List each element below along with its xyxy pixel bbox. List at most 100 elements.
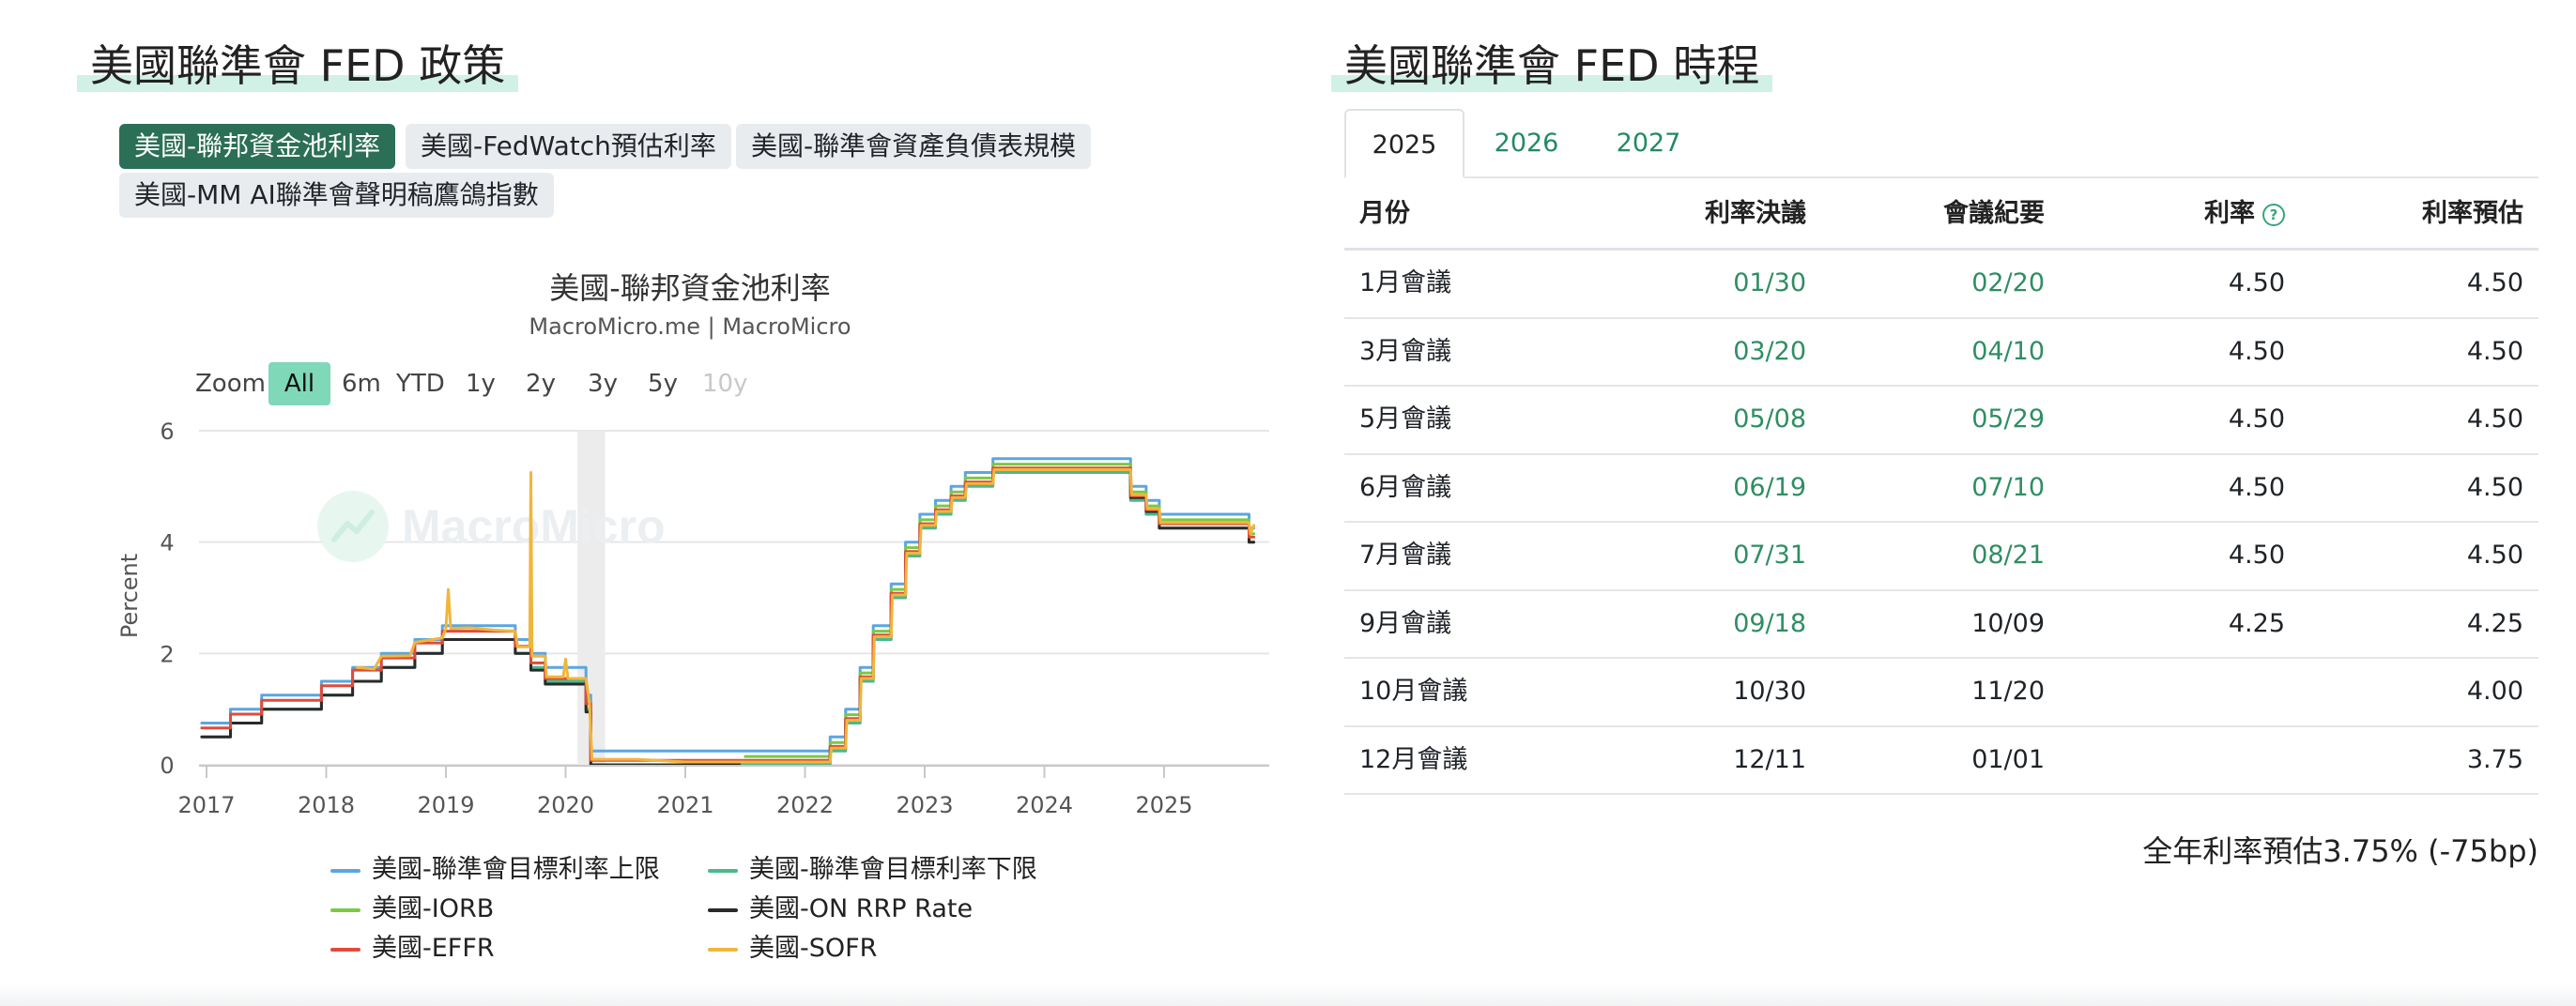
forecast-cell: 4.50 — [2466, 541, 2523, 571]
col-header-minutes: 會議紀要 — [1943, 199, 2045, 228]
zoom-all-button[interactable]: All — [268, 362, 330, 405]
fed-policy-title: 美國聯準會 FED 政策 — [77, 38, 519, 94]
fed-policy-title-text: 美國聯準會 FED 政策 — [90, 40, 506, 91]
chip-fedwatch[interactable]: 美國-FedWatch預估利率 — [406, 124, 731, 169]
minutes-date-link: 11/20 — [1971, 677, 2045, 707]
legend-label: 美國-EFFR — [372, 934, 495, 963]
decision-date-link[interactable]: 05/08 — [1733, 404, 1806, 434]
row-divider — [1344, 657, 2538, 659]
fed-schedule-title: 美國聯準會 FED 時程 — [1331, 38, 1773, 94]
minutes-date-link[interactable]: 05/29 — [1971, 404, 2045, 434]
minutes-date-link[interactable]: 04/10 — [1971, 336, 2045, 366]
forecast-cell: 4.50 — [2466, 268, 2523, 298]
zoom-6m-button[interactable]: 6m — [342, 370, 381, 398]
fed-funds-line-chart[interactable]: MacroMicro 0 2 4 6 Percent 2017 2018 2019 2020 20… — [0, 0, 1314, 845]
rate-cell: 4.50 — [2228, 404, 2285, 434]
row-divider — [1344, 316, 2538, 319]
chip-hawk-dove-index[interactable]: 美國-MM AI聯準會聲明稿鷹鴿指數 — [119, 173, 554, 218]
month-cell: 10月會議 — [1359, 677, 1468, 707]
y-axis-label: Percent — [116, 554, 143, 638]
col-header-rate: 利率? — [2204, 197, 2285, 231]
tab-2025[interactable]: 2025 — [1344, 109, 1464, 178]
chart-subtitle: MacroMicro.me | MacroMicro — [529, 313, 851, 340]
minutes-date-link[interactable]: 02/20 — [1971, 268, 2045, 298]
zoom-1y-button[interactable]: 1y — [466, 370, 496, 398]
x-tick-label: 2018 — [298, 792, 355, 818]
zoom-5y-button[interactable]: 5y — [648, 370, 678, 398]
y-tick-label: 0 — [160, 753, 174, 779]
minutes-date-link: 10/09 — [1971, 608, 2045, 638]
legend-label: 美國-ON RRP Rate — [749, 894, 974, 923]
legend-swatch — [330, 869, 360, 873]
minutes-date-link[interactable]: 08/21 — [1971, 541, 2045, 571]
y-tick-label: 2 — [160, 641, 174, 667]
zoom-label: Zoom — [195, 370, 266, 398]
col-header-decision: 利率決議 — [1705, 199, 1806, 228]
tabs-baseline — [1344, 176, 2538, 178]
forecast-cell: 4.50 — [2466, 404, 2523, 434]
row-divider — [1344, 724, 2538, 727]
x-tick-label: 2025 — [1135, 792, 1192, 818]
row-divider — [1344, 793, 2538, 795]
rate-cell: 4.50 — [2228, 268, 2285, 298]
chart-grid — [199, 430, 1269, 766]
forecast-cell: 4.50 — [2466, 472, 2523, 502]
month-cell: 1月會議 — [1359, 268, 1452, 298]
zoom-3y-button[interactable]: 3y — [588, 370, 618, 398]
x-tick-label: 2024 — [1016, 792, 1073, 818]
legend-label: 美國-聯準會目標利率下限 — [749, 855, 1037, 884]
legend-swatch — [708, 869, 738, 873]
month-cell: 5月會議 — [1359, 404, 1452, 434]
forecast-cell: 4.00 — [2466, 677, 2523, 707]
col-header-forecast: 利率預估 — [2422, 199, 2523, 228]
page-bottom-edge — [0, 983, 2576, 1006]
x-tick-label: 2023 — [896, 792, 953, 818]
decision-date-link[interactable]: 06/19 — [1733, 472, 1806, 502]
forecast-cell: 4.50 — [2466, 336, 2523, 366]
tab-2026[interactable]: 2026 — [1494, 129, 1559, 158]
minutes-date-link: 01/01 — [1971, 744, 2045, 774]
rate-cell: 4.50 — [2228, 336, 2285, 366]
row-divider — [1344, 588, 2538, 591]
decision-date-link[interactable]: 07/31 — [1733, 541, 1806, 571]
zoom-2y-button[interactable]: 2y — [526, 370, 556, 398]
chart-series — [200, 457, 1256, 767]
decision-date-link[interactable]: 01/30 — [1733, 268, 1806, 298]
chip-balance-sheet[interactable]: 美國-聯準會資產負債表規模 — [736, 124, 1092, 169]
decision-date-link: 12/11 — [1733, 744, 1806, 774]
rate-cell: 4.50 — [2228, 541, 2285, 571]
month-cell: 9月會議 — [1359, 608, 1452, 638]
chart-axes: 0 2 4 6 Percent 2017 2018 2019 2020 2021 2022 2023 2… — [116, 419, 1269, 818]
y-tick-label: 4 — [160, 530, 174, 556]
row-divider — [1344, 521, 2538, 523]
row-divider — [1344, 452, 2538, 455]
legend-swatch — [708, 908, 738, 912]
tab-2027[interactable]: 2027 — [1616, 129, 1681, 158]
legend-swatch — [330, 908, 360, 912]
rate-cell: 4.25 — [2228, 608, 2285, 638]
month-cell: 6月會議 — [1359, 472, 1452, 502]
forecast-cell: 3.75 — [2466, 744, 2523, 774]
x-tick-label: 2022 — [776, 792, 834, 818]
month-cell: 12月會議 — [1359, 744, 1468, 774]
decision-date-link[interactable]: 03/20 — [1733, 336, 1806, 366]
decision-date-link: 10/30 — [1733, 677, 1806, 707]
y-tick-label: 6 — [160, 419, 174, 445]
legend-label: 美國-SOFR — [749, 934, 878, 963]
zoom-ytd-button[interactable]: YTD — [396, 370, 445, 398]
chart-title: 美國-聯邦資金池利率 — [549, 270, 831, 306]
watermark-text: MacroMicro — [402, 500, 666, 553]
decision-date-link[interactable]: 09/18 — [1733, 608, 1806, 638]
x-tick-label: 2020 — [537, 792, 594, 818]
chip-fed-funds-rate[interactable]: 美國-聯邦資金池利率 — [119, 124, 396, 169]
forecast-cell: 4.25 — [2466, 608, 2523, 638]
month-cell: 7月會議 — [1359, 541, 1452, 571]
help-icon[interactable]: ? — [2262, 204, 2285, 226]
rate-cell: 4.50 — [2228, 472, 2285, 502]
col-header-month: 月份 — [1359, 199, 1410, 228]
x-tick-label: 2019 — [417, 792, 474, 818]
x-tick-label: 2017 — [177, 792, 235, 818]
minutes-date-link[interactable]: 07/10 — [1971, 472, 2045, 502]
month-cell: 3月會議 — [1359, 336, 1452, 366]
x-tick-label: 2021 — [656, 792, 713, 818]
